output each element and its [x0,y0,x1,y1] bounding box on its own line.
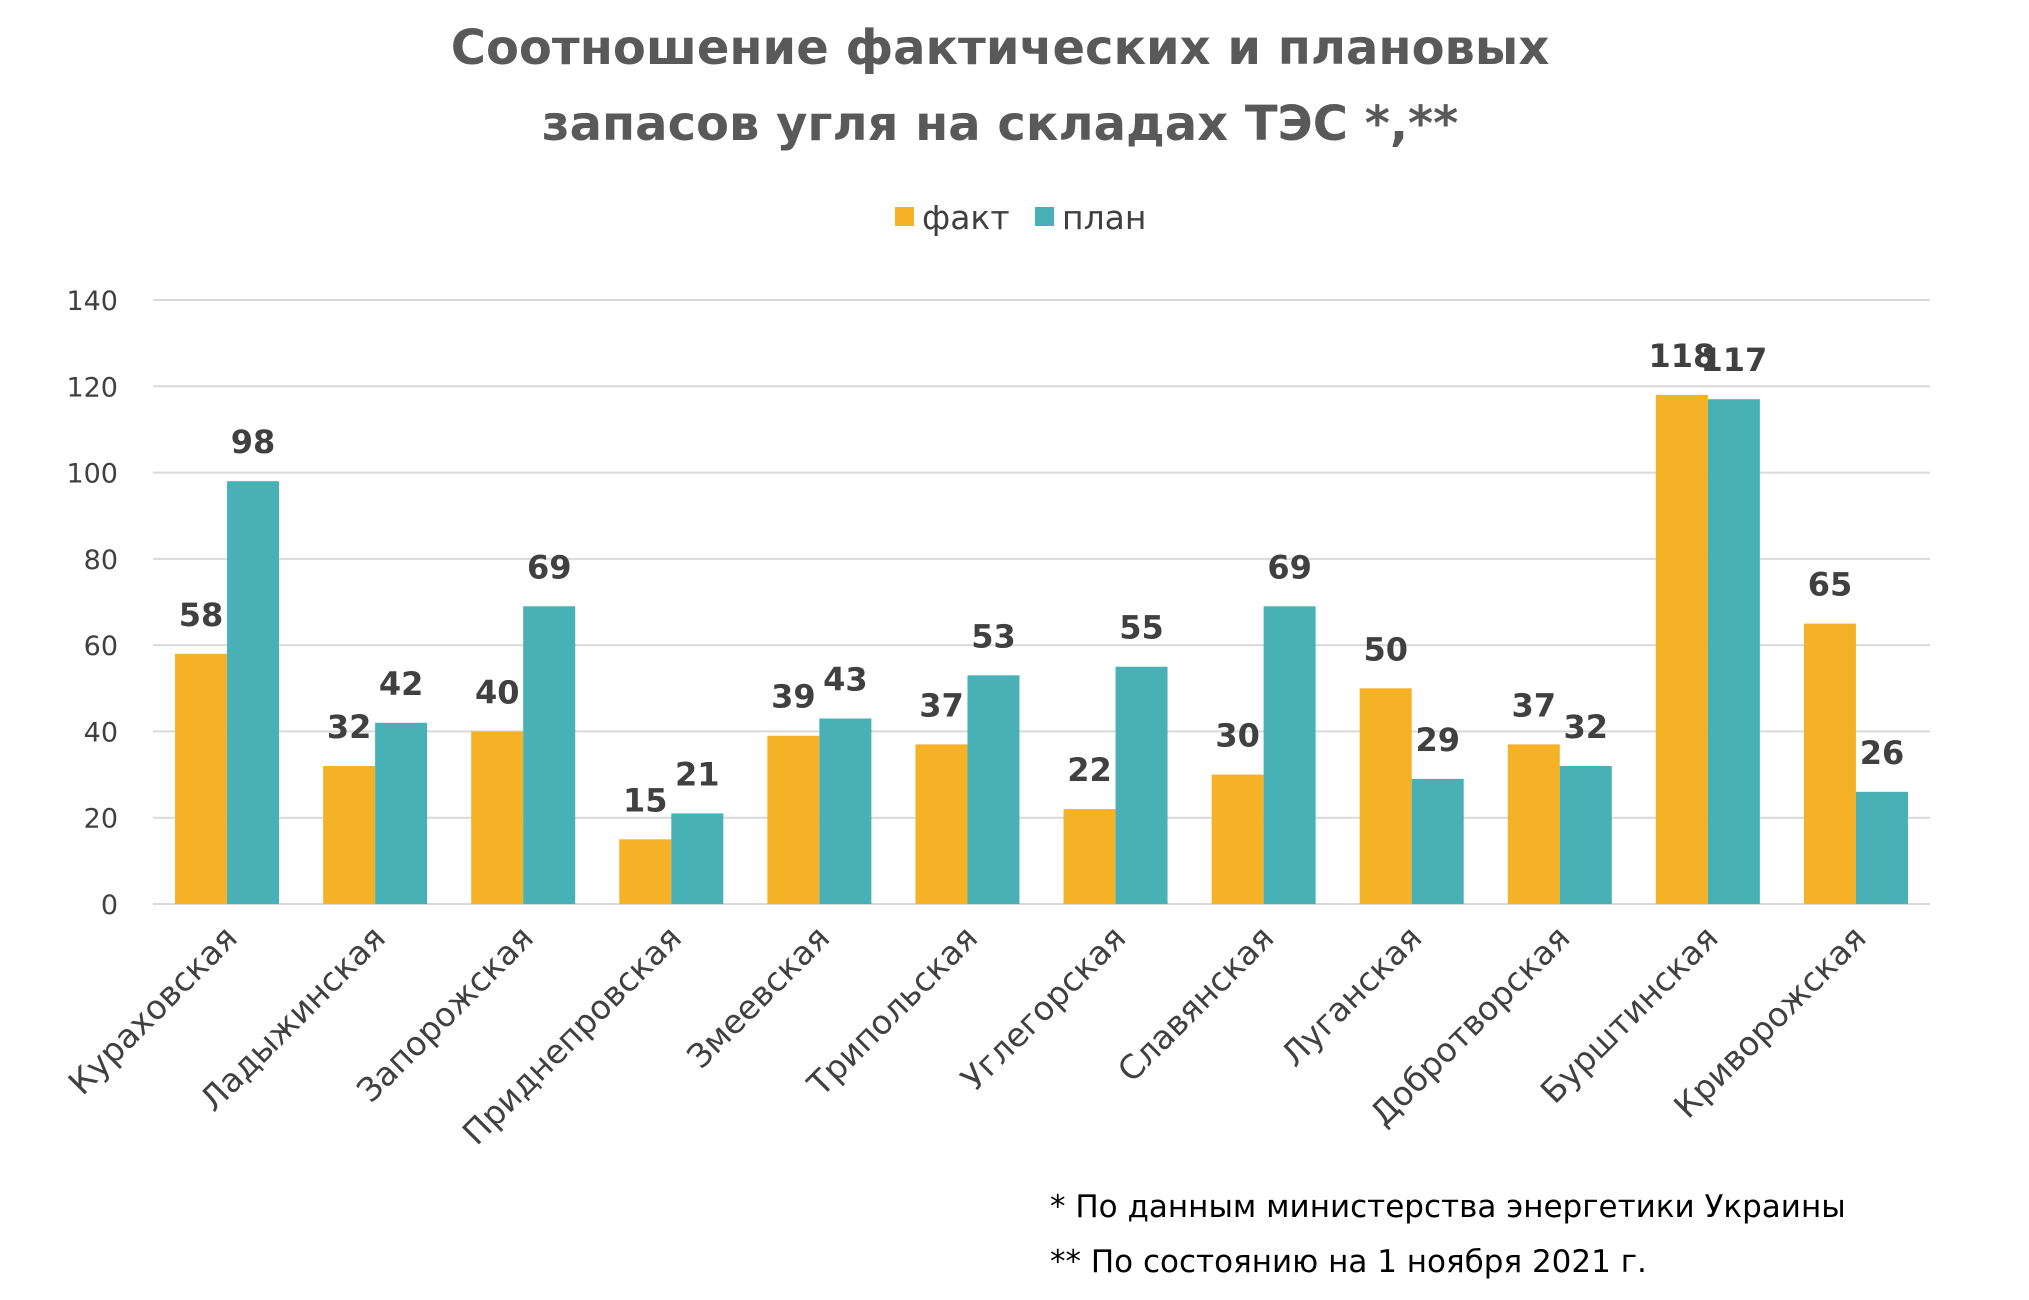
data-label-fact: 40 [475,673,520,711]
x-tick-label: Славянская [1110,918,1281,1089]
bar-plan [1707,399,1760,904]
bar-plan [1411,778,1464,904]
bar-plan [523,606,576,904]
chart-title-line-1: Соотношение фактических и плановых [451,20,1550,76]
data-label-plan: 43 [823,660,868,698]
y-tick-label: 60 [84,631,118,662]
bar-fact [767,735,820,904]
bar-fact [1507,744,1560,904]
footnote-date: ** По состоянию на 1 ноября 2021 г. [1050,1244,1647,1280]
data-label-fact: 65 [1808,566,1853,604]
data-label-fact: 37 [1512,686,1557,724]
data-label-fact: 32 [327,708,372,746]
bar-plan [819,718,872,904]
y-tick-label: 100 [66,459,118,490]
y-tick-label: 140 [66,286,118,317]
y-tick-label: 80 [84,545,118,576]
x-axis-ticks: КураховскаяЛадыжинскаяЗапорожскаяПриднеп… [61,918,1874,1152]
bar-fact [619,839,672,904]
legend-swatch-plan [1035,207,1054,226]
bar-plan [967,675,1020,904]
data-label-plan: 69 [1267,548,1312,586]
bar-plan [375,722,428,904]
legend-swatch-fact [895,207,914,226]
bar-fact [1655,394,1708,904]
data-label-fact: 39 [771,678,816,716]
bar-plan [1115,666,1168,904]
bar-fact [1211,774,1264,904]
y-tick-label: 120 [66,372,118,403]
gridlines [153,299,1930,905]
legend-label-fact: факт [922,198,1010,237]
data-label-fact: 118 [1648,337,1715,375]
data-label-fact: 58 [179,596,224,634]
data-label-plan: 117 [1700,341,1767,379]
bars [175,394,1908,904]
y-tick-label: 20 [84,804,118,835]
data-label-fact: 22 [1067,751,1112,789]
data-label-plan: 53 [971,617,1016,655]
bar-plan [1855,791,1908,904]
data-label-plan: 21 [675,755,720,793]
data-label-plan: 42 [379,665,424,703]
bar-plan [1263,606,1316,904]
data-label-plan: 55 [1119,609,1164,647]
y-tick-label: 0 [101,890,118,921]
data-label-fact: 37 [919,686,964,724]
bar-fact [1803,623,1856,904]
data-label-fact: 50 [1363,630,1408,668]
bar-plan [227,481,280,904]
bar-fact [471,731,524,904]
y-axis-ticks: 0 20 40 60 80 100 120 140 [66,286,118,921]
bar-fact [1063,809,1116,904]
footnote-source: * По данным министерства энергетики Укра… [1050,1189,1846,1225]
bar-plan [1559,765,1612,904]
data-label-plan: 32 [1564,708,1609,746]
bar-plan [671,813,724,904]
bar-fact [175,653,228,904]
data-label-plan: 29 [1415,721,1460,759]
x-tick-label: Луганская [1273,918,1429,1074]
legend-label-plan: план [1062,198,1146,237]
bar-fact [1359,688,1412,904]
data-label-fact: 30 [1215,717,1260,755]
y-tick-label: 40 [84,717,118,748]
bar-fact [323,765,376,904]
bar-fact [915,744,968,904]
chart-title-line-2: запасов угля на складах ТЭС *,** [542,96,1459,152]
data-label-plan: 26 [1860,734,1905,772]
x-tick-label: Змеевская [679,918,837,1076]
data-label-plan: 98 [231,423,276,461]
data-label-plan: 69 [527,548,572,586]
legend: факт план [895,198,1146,237]
data-label-fact: 15 [623,781,668,819]
